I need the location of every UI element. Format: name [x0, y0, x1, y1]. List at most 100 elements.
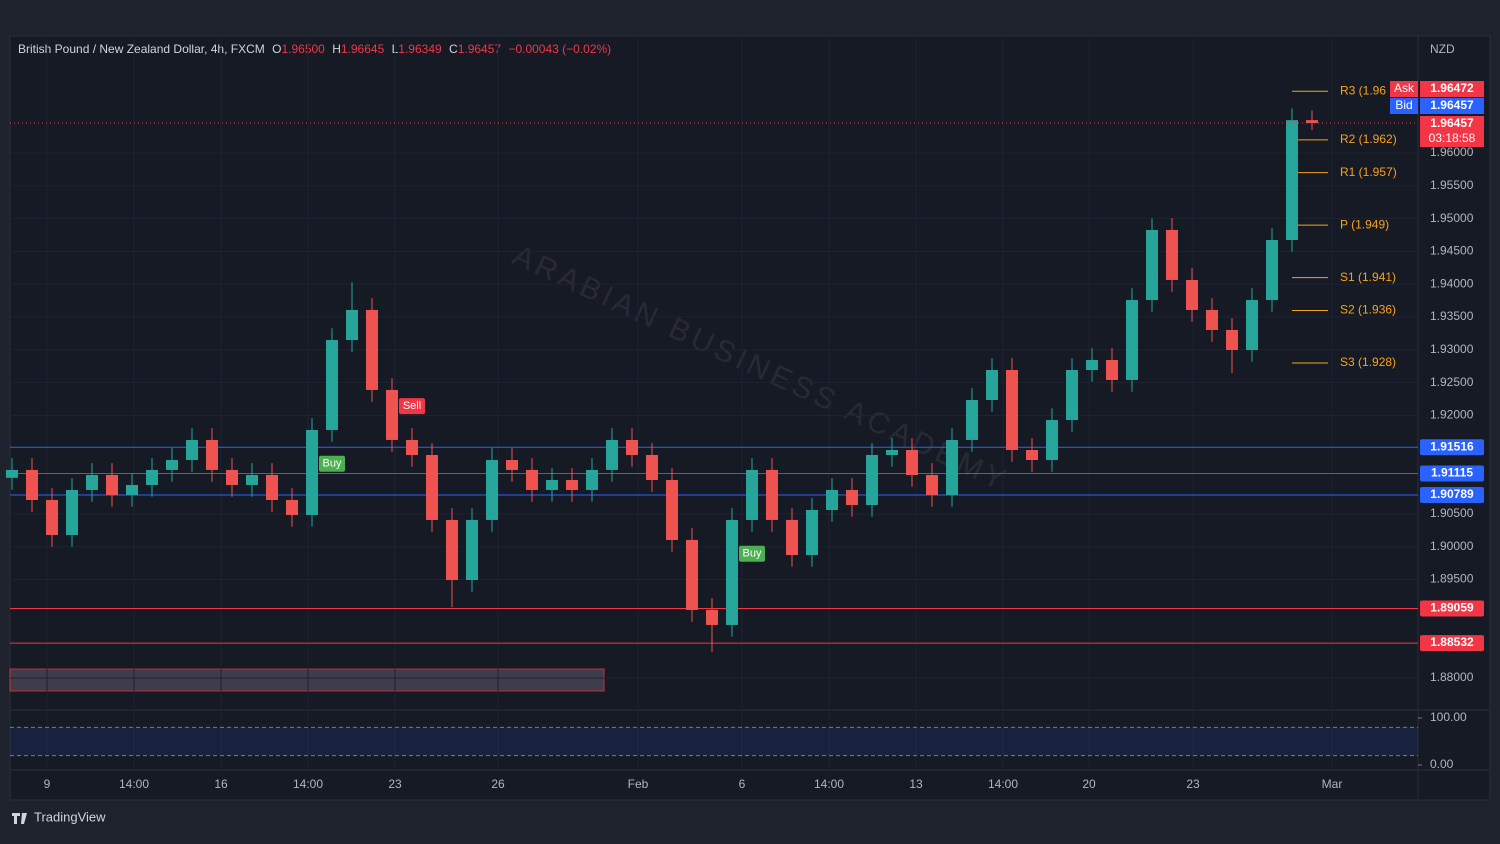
candle-body	[586, 469, 598, 490]
level-label-box	[1420, 600, 1484, 617]
level-label-box	[1420, 486, 1484, 503]
candle-body	[1186, 279, 1198, 310]
candle-body	[1306, 120, 1318, 123]
bid-value: 1.96457	[1430, 98, 1474, 112]
legend: British Pound / New Zealand Dollar, 4h, …	[18, 42, 611, 56]
candle-body	[666, 479, 678, 540]
x-tick-label: 20	[1082, 777, 1096, 791]
pivot-label: R2 (1.962)	[1340, 132, 1397, 146]
candle-body	[326, 340, 338, 430]
x-tick-label: 14:00	[988, 777, 1018, 791]
ohlc-key: H	[332, 42, 341, 56]
candle-body	[6, 469, 18, 478]
candle-body	[166, 459, 178, 470]
candle-body	[526, 469, 538, 490]
x-tick-label: 14:00	[814, 777, 844, 791]
x-tick-label: 23	[388, 777, 402, 791]
candle-body	[786, 519, 798, 555]
candle-body	[866, 454, 878, 505]
candle-body	[186, 439, 198, 460]
level-label: 1.91115	[1431, 466, 1473, 480]
change: −0.00043 (−0.02%)	[508, 42, 611, 56]
level-label-box	[1420, 439, 1484, 456]
candle-body	[1286, 120, 1298, 240]
ohlc-value: 1.96349	[398, 42, 442, 56]
candle-body	[946, 439, 958, 495]
candle-body	[1126, 299, 1138, 380]
brand-logo	[12, 813, 27, 824]
level-label: 1.91516	[1430, 439, 1474, 453]
y-tick-label: 1.90000	[1430, 539, 1474, 553]
candle-body	[1206, 309, 1218, 330]
candle-body	[1046, 420, 1058, 460]
pivot-label: R3 (1.96	[1340, 83, 1386, 97]
signal-box	[319, 455, 345, 472]
y-tick-label: 1.92500	[1430, 375, 1474, 389]
candle-body	[1066, 369, 1078, 421]
candle-body	[346, 309, 358, 341]
candle-body	[766, 469, 778, 520]
candle-body	[366, 309, 378, 390]
ohlc-value: 1.96457	[458, 42, 502, 56]
brand: TradingView	[34, 809, 106, 824]
x-tick-label: 9	[44, 777, 51, 791]
candle-body	[1226, 329, 1238, 350]
y-tick-label: 1.89500	[1430, 572, 1474, 586]
candle-body	[906, 449, 918, 475]
currency: NZD	[1430, 42, 1455, 56]
candle-body	[546, 479, 558, 490]
candle-body	[1006, 369, 1018, 450]
candle-body	[446, 519, 458, 580]
candle-body	[266, 474, 278, 500]
candle-body	[646, 454, 658, 480]
ask-tag	[1390, 81, 1418, 97]
x-tick-label: 23	[1186, 777, 1200, 791]
candle-body	[66, 489, 78, 535]
bid-box	[1420, 98, 1484, 114]
candle-body	[486, 459, 498, 520]
candle-body	[306, 429, 318, 515]
y-tick-label: 1.95000	[1430, 211, 1474, 225]
ask-label: Ask	[1394, 81, 1415, 95]
pivot-label: S1 (1.941)	[1340, 270, 1396, 284]
pivot-label: P (1.949)	[1340, 217, 1389, 231]
candle-body	[686, 539, 698, 610]
y-tick-label: 1.94500	[1430, 244, 1474, 258]
level-label: 1.89059	[1430, 601, 1474, 615]
candle-body	[846, 489, 858, 505]
candle-body	[926, 474, 938, 495]
level-label-box	[1420, 635, 1484, 652]
oscillator-tick-label: 100.00	[1430, 710, 1467, 724]
candle-body	[986, 369, 998, 400]
candle-body	[86, 474, 98, 490]
pivot-label: S3 (1.928)	[1340, 355, 1396, 369]
y-tick-label: 1.95500	[1430, 178, 1474, 192]
countdown: 03:18:58	[1429, 131, 1476, 145]
level-label: 1.88532	[1430, 635, 1474, 649]
ohlc-key: O	[272, 42, 281, 56]
pivot-label: S2 (1.936)	[1340, 303, 1396, 317]
oscillator-band	[10, 727, 1418, 756]
candle-body	[1266, 239, 1278, 300]
zone-box	[9, 668, 605, 692]
y-tick-label: 1.96000	[1430, 145, 1474, 159]
candle-body	[826, 489, 838, 510]
x-tick-label: 6	[739, 777, 746, 791]
x-tick-label: 14:00	[119, 777, 149, 791]
candle-body	[1166, 229, 1178, 280]
candle-body	[886, 449, 898, 455]
y-tick-label: 1.94000	[1430, 276, 1474, 290]
oscillator-tick-label: 0.00	[1430, 757, 1454, 771]
candle-body	[26, 469, 38, 500]
candle-body	[706, 609, 718, 625]
ask-box	[1420, 81, 1484, 97]
candle-body	[966, 399, 978, 440]
y-tick-label: 1.93000	[1430, 342, 1474, 356]
pivot-label: R1 (1.957)	[1340, 165, 1397, 179]
candle-body	[746, 469, 758, 520]
candle-body	[386, 389, 398, 440]
candle-body	[406, 439, 418, 455]
x-tick-label: 26	[491, 777, 505, 791]
y-tick-label: 1.88000	[1430, 670, 1474, 684]
